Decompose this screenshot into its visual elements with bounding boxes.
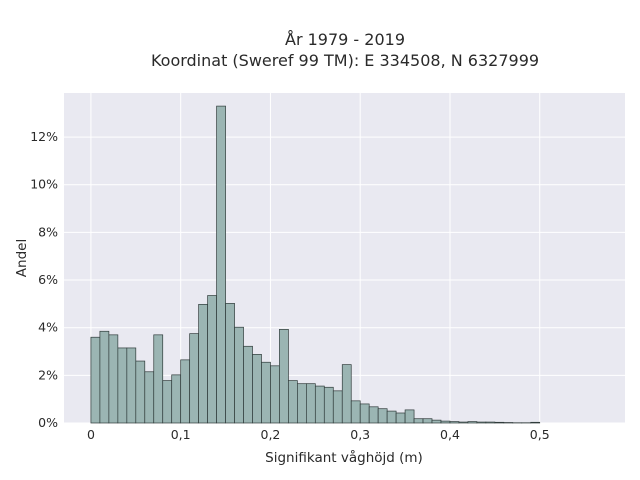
histogram-bar: [440, 420, 451, 424]
histogram-bar: [314, 385, 325, 424]
x-tick-label: 0,1: [171, 427, 191, 442]
x-tick-label: 0: [87, 427, 95, 442]
histogram-bar: [270, 365, 280, 424]
y-tick-label: 12%: [30, 129, 58, 144]
histogram-bar: [467, 421, 478, 424]
histogram-bar: [422, 418, 433, 424]
histogram-bar: [386, 410, 397, 424]
histogram-bar: [332, 390, 343, 424]
y-axis-ticks: 0% 2% 4% 6% 8% 10% 12%: [30, 129, 58, 430]
histogram-bar: [108, 334, 119, 424]
histogram-bar: [117, 347, 128, 424]
histogram-bar: [162, 380, 173, 424]
histogram-bar: [99, 330, 110, 424]
x-tick-label: 0,3: [350, 427, 370, 442]
histogram-bar: [144, 371, 155, 424]
histogram-bar: [476, 421, 487, 424]
histogram-bar: [180, 359, 191, 424]
histogram-bar: [252, 354, 262, 424]
histogram-bar: [198, 303, 208, 424]
histogram-bar: [279, 329, 289, 424]
x-tick-label: 0,2: [261, 427, 281, 442]
histogram-bar: [530, 421, 541, 424]
histogram-bar: [431, 419, 442, 424]
histogram-bar: [90, 336, 101, 424]
histogram-bars: [90, 105, 541, 424]
histogram-bar: [189, 333, 199, 424]
chart-title-line2: Koordinat (Sweref 99 TM): E 334508, N 63…: [151, 51, 539, 70]
histogram-bar: [135, 360, 146, 424]
histogram-bar: [297, 383, 307, 424]
histogram-bar: [368, 406, 379, 424]
histogram-bar: [395, 412, 406, 424]
y-tick-label: 10%: [30, 177, 58, 192]
y-tick-label: 6%: [38, 272, 58, 287]
y-axis-label: Andel: [14, 239, 30, 277]
y-tick-label: 0%: [38, 415, 58, 430]
histogram-bar: [485, 421, 496, 424]
histogram-bar: [323, 386, 334, 424]
histogram-bar: [449, 421, 460, 424]
histogram-bar: [171, 374, 182, 424]
histogram-bar: [234, 326, 244, 424]
histogram-bar: [153, 334, 164, 424]
histogram-bar: [288, 380, 298, 424]
histogram-bar: [458, 421, 469, 424]
histogram-bar: [341, 364, 352, 424]
histogram-bar: [243, 345, 253, 424]
histogram-bar: [350, 400, 361, 424]
histogram-bar: [494, 421, 505, 424]
y-tick-label: 8%: [38, 224, 58, 239]
histogram-bar: [359, 403, 370, 424]
x-tick-label: 0,4: [440, 427, 460, 442]
x-tick-label: 0,5: [530, 427, 550, 442]
y-tick-label: 2%: [38, 367, 58, 382]
histogram-bar: [261, 361, 271, 424]
x-axis-label: Signifikant våghöjd (m): [265, 449, 423, 466]
y-tick-label: 4%: [38, 320, 58, 335]
x-axis-ticks: 0 0,1 0,2 0,3 0,4 0,5: [87, 427, 550, 442]
histogram-bar: [126, 347, 137, 424]
histogram-bar: [306, 383, 316, 424]
histogram-bar: [413, 418, 424, 424]
histogram-bar: [404, 409, 415, 424]
histogram-bar: [225, 303, 235, 424]
histogram-bar: [377, 408, 388, 424]
histogram-bar: [207, 295, 217, 424]
histogram-bar: [216, 105, 226, 424]
chart-title-line1: År 1979 - 2019: [285, 30, 405, 49]
